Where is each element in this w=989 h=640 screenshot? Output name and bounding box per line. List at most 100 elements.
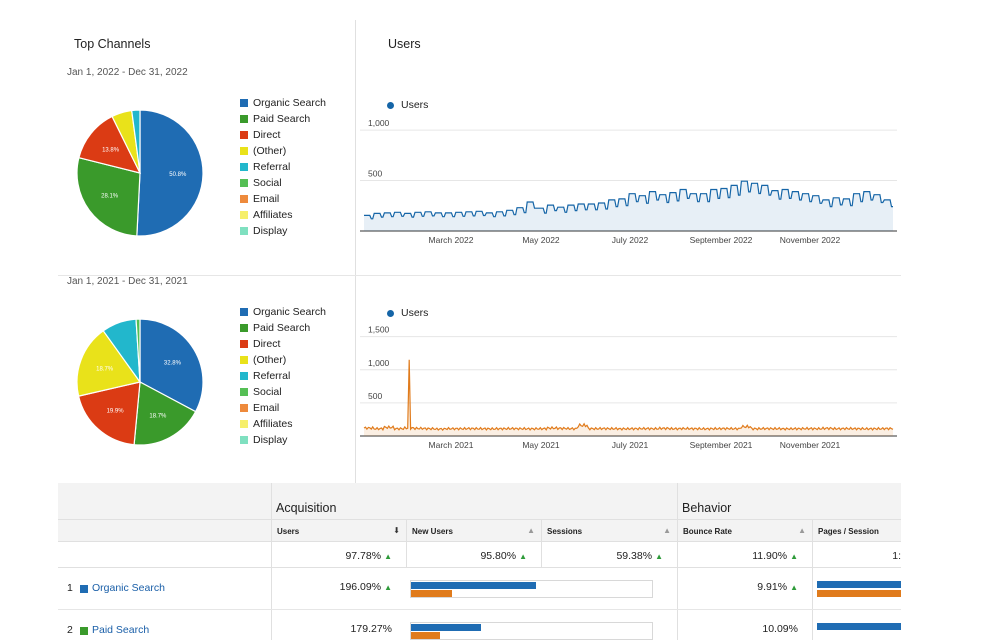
users-line-chart-2022: 1,000 500 March 2022 May 2022 July 2022 Septe… xyxy=(360,118,897,245)
legend-swatch xyxy=(240,131,248,139)
pie-slice[interactable] xyxy=(131,109,141,174)
up-arrow-icon: ▲ xyxy=(384,552,392,561)
row-number: 2 xyxy=(67,624,73,636)
legend-item[interactable]: Direct xyxy=(240,336,326,352)
x-tick-label: May 2021 xyxy=(522,440,560,450)
col-sessions[interactable]: Sessions ▲ xyxy=(541,520,677,541)
pie-slice[interactable] xyxy=(76,329,142,397)
legend-swatch xyxy=(240,324,248,332)
users-series-legend-2021[interactable]: Users xyxy=(387,307,428,319)
pie-slice-label: 19.9% xyxy=(107,408,125,414)
section-divider xyxy=(58,275,901,276)
legend-item[interactable]: Social xyxy=(240,384,326,400)
col-users[interactable]: Users ⬇ xyxy=(271,520,406,541)
legend-item[interactable]: Display xyxy=(240,223,326,239)
total-pages-session-cell: 1: xyxy=(812,542,901,567)
row-bounce-rate: 9.91% ▲ xyxy=(757,581,798,593)
pie-slice[interactable] xyxy=(135,318,141,383)
legend-label: Social xyxy=(253,386,282,398)
row-users-cell: 179.27% xyxy=(271,610,406,640)
users-panel: Users xyxy=(356,20,901,483)
legend-item[interactable]: (Other) xyxy=(240,352,326,368)
legend-label: Email xyxy=(253,193,280,205)
channels-table: Acquisition Behavior Users ⬇ New Users ▲… xyxy=(58,483,901,640)
legend-item[interactable]: Affiliates xyxy=(240,416,326,432)
legend-swatch xyxy=(240,147,248,155)
legend-swatch xyxy=(240,195,248,203)
legend-item[interactable]: Organic Search xyxy=(240,95,326,111)
legend-item[interactable]: Paid Search xyxy=(240,320,326,336)
legend-item[interactable]: Email xyxy=(240,191,326,207)
legend-label: Referral xyxy=(253,370,291,382)
row-bounce-rate: 10.09% xyxy=(762,623,798,635)
total-sessions-cell: 59.38% ▲ xyxy=(541,542,677,567)
legend-swatch xyxy=(240,404,248,412)
up-arrow-icon: ▲ xyxy=(790,552,798,561)
legend-swatch xyxy=(240,420,248,428)
channels-legend-2021: Organic Search Paid Search Direct (Other) Re… xyxy=(240,304,326,448)
legend-item[interactable]: Display xyxy=(240,432,326,448)
pie-slice[interactable] xyxy=(78,115,142,174)
pie-slice[interactable] xyxy=(76,156,141,237)
x-tick-label: March 2022 xyxy=(429,235,474,245)
legend-swatch xyxy=(240,388,248,396)
legend-item[interactable]: (Other) xyxy=(240,143,326,159)
legend-item[interactable]: Social xyxy=(240,175,326,191)
sort-icon[interactable]: ▲ xyxy=(527,526,535,535)
users-line xyxy=(363,359,894,432)
pie-slice[interactable] xyxy=(77,381,141,446)
y-tick-label: 500 xyxy=(368,391,382,401)
pie-slice[interactable] xyxy=(139,318,204,413)
users-series-legend-2022[interactable]: Users xyxy=(387,99,428,111)
legend-item[interactable]: Referral xyxy=(240,368,326,384)
y-tick-label: 500 xyxy=(368,169,382,179)
legend-item[interactable]: Referral xyxy=(240,159,326,175)
legend-label: (Other) xyxy=(253,354,287,366)
x-tick-label: July 2021 xyxy=(612,440,649,450)
channels-legend-2022: Organic Search Paid Search Direct (Other) Re… xyxy=(240,95,326,239)
row-users: 179.27% xyxy=(351,623,392,635)
date-range-2021: Jan 1, 2021 - Dec 31, 2021 xyxy=(67,276,188,287)
users-line xyxy=(364,180,893,220)
up-arrow-icon: ▲ xyxy=(384,583,392,592)
col-bounce-rate[interactable]: Bounce Rate ▲ xyxy=(677,520,812,541)
col-pages-session[interactable]: Pages / Session xyxy=(812,520,901,541)
sort-icon[interactable]: ▲ xyxy=(798,526,806,535)
total-users-cell: 97.78% ▲ xyxy=(271,542,406,567)
legend-swatch xyxy=(240,179,248,187)
total-bounce-rate-value: 11.90% xyxy=(752,550,788,562)
users-title: Users xyxy=(388,37,421,51)
sort-desc-icon[interactable]: ⬇ xyxy=(393,526,400,535)
col-new-users[interactable]: New Users ▲ xyxy=(406,520,541,541)
users-area xyxy=(364,181,893,231)
legend-label: Direct xyxy=(253,129,281,141)
channel-link-paid-search[interactable]: Paid Search xyxy=(92,624,150,636)
x-tick-label: March 2021 xyxy=(429,440,474,450)
users-line-chart-2021: 1,500 1,000 500 March 2021 May 2021 July 2021… xyxy=(360,325,897,450)
col-sessions-label: Sessions xyxy=(547,527,583,536)
row-bounce-cell: 9.91% ▲ xyxy=(677,568,812,609)
legend-item[interactable]: Organic Search xyxy=(240,304,326,320)
row-bar-cell xyxy=(406,568,677,609)
channel-link-organic-search[interactable]: Organic Search xyxy=(92,582,165,594)
legend-item[interactable]: Affiliates xyxy=(240,207,326,223)
legend-item[interactable]: Direct xyxy=(240,127,326,143)
pages-bar-2022 xyxy=(817,581,901,588)
x-tick-label: September 2021 xyxy=(690,440,753,450)
sort-icon[interactable]: ▲ xyxy=(663,526,671,535)
row-pages-cell xyxy=(812,610,901,640)
top-channels-title: Top Channels xyxy=(74,37,151,51)
pie-slice[interactable] xyxy=(133,381,197,446)
row-bar-cell xyxy=(406,610,677,640)
legend-label: Display xyxy=(253,225,288,237)
top-channels-panel: Top Channels Jan 1, 2022 - Dec 31, 2022 … xyxy=(58,20,356,483)
row-bounce-cell: 10.09% xyxy=(677,610,812,640)
table-row: 1 Organic Search 196.09% ▲ 9.91% ▲ xyxy=(58,568,901,610)
users-series-label-2022: Users xyxy=(401,99,429,111)
row-pages-cell xyxy=(812,568,901,609)
date-range-2022: Jan 1, 2022 - Dec 31, 2022 xyxy=(67,67,188,78)
pie-slice[interactable] xyxy=(136,109,204,237)
legend-item[interactable]: Paid Search xyxy=(240,111,326,127)
acquisition-group-label: Acquisition xyxy=(276,501,337,515)
legend-item[interactable]: Email xyxy=(240,400,326,416)
